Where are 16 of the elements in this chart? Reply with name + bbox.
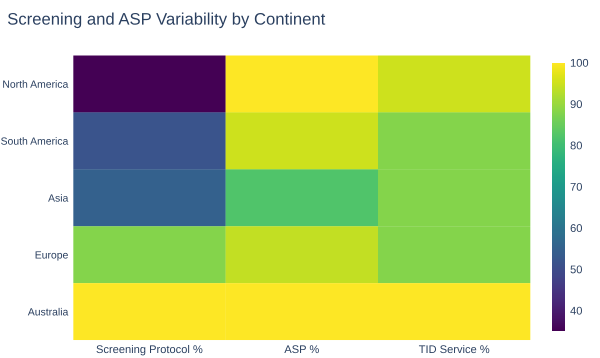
color-bar-label: 90 xyxy=(570,100,582,108)
y-tick-label: Asia xyxy=(48,194,68,202)
x-tick-label: ASP % xyxy=(284,345,319,354)
chart-title: Screening and ASP Variability by Continent xyxy=(8,12,326,28)
y-tick-label: South America xyxy=(1,137,68,145)
x-tick-label: Screening Protocol % xyxy=(96,344,202,356)
color-bar-label: 60 xyxy=(570,224,582,232)
y-tick-label: Europe xyxy=(36,251,68,261)
x-tick-label: TID Service % xyxy=(418,344,490,354)
color-bar-label: 100 xyxy=(570,58,588,67)
color-bar-label: 40 xyxy=(570,306,582,315)
y-tick-label: North America xyxy=(3,80,68,88)
color-bar-label: 50 xyxy=(570,265,582,274)
color-bar-label: 70 xyxy=(570,182,582,191)
color-bar-label: 80 xyxy=(570,142,582,150)
y-tick-label: Australia xyxy=(28,308,68,316)
